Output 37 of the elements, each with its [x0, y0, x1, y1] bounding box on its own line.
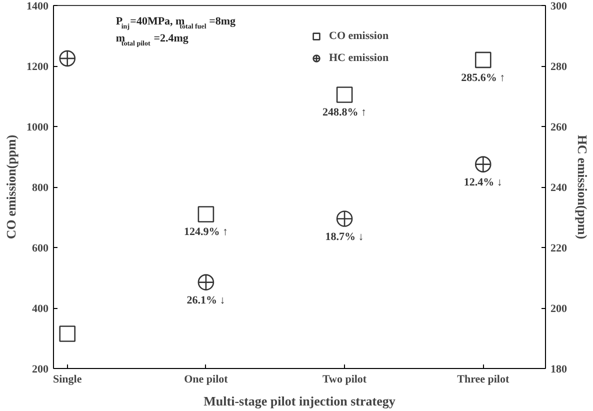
x-tick-label: Single [52, 374, 82, 386]
x-tick-label: Three pilot [457, 374, 510, 386]
x-tick-label: Two pilot [322, 374, 367, 386]
annotation: 124.9% ↑ [184, 226, 228, 238]
y2-tick-label: 260 [550, 122, 568, 134]
y2-tick-label: 180 [550, 364, 568, 376]
point [474, 52, 492, 68]
point [59, 50, 76, 67]
point [198, 206, 214, 222]
y-tick-label: 1000 [26, 122, 49, 134]
y-tick-label: 600 [32, 242, 49, 254]
y2-tick-label: 200 [550, 303, 568, 315]
y2-tick-label: 280 [550, 61, 568, 73]
y2-tick-label: 220 [550, 242, 568, 254]
point [59, 326, 76, 342]
point [198, 274, 214, 290]
annotation: 18.7% ↓ [325, 230, 364, 243]
annotation: 12.4% ↓ [464, 176, 502, 188]
y-tick-label: 1200 [26, 61, 49, 73]
y-tick-label: 400 [32, 303, 49, 315]
point [336, 210, 353, 227]
annotation: 285.6% ↑ [461, 72, 506, 84]
point [336, 86, 353, 103]
y-tick-label: 1400 [26, 0, 49, 12]
x-axis-title: Multi-stage pilot injection strategy [204, 394, 396, 408]
y-axis-title: CO emission(ppm) [4, 134, 18, 240]
annotation: 26.1% ↓ [186, 294, 226, 306]
legend-label: HC emission [329, 52, 389, 64]
x-tick-label: One pilot [184, 374, 228, 386]
y2-axis-title: HC emission(ppm) [575, 134, 590, 240]
annotation: 248.8% ↑ [322, 106, 367, 119]
legend-label: CO emission [329, 30, 389, 42]
point [474, 156, 492, 172]
y2-tick-label: 240 [550, 182, 568, 194]
y-tick-label: 200 [32, 364, 49, 376]
y-tick-label: 800 [32, 182, 49, 194]
y2-tick-label: 300 [550, 0, 568, 12]
